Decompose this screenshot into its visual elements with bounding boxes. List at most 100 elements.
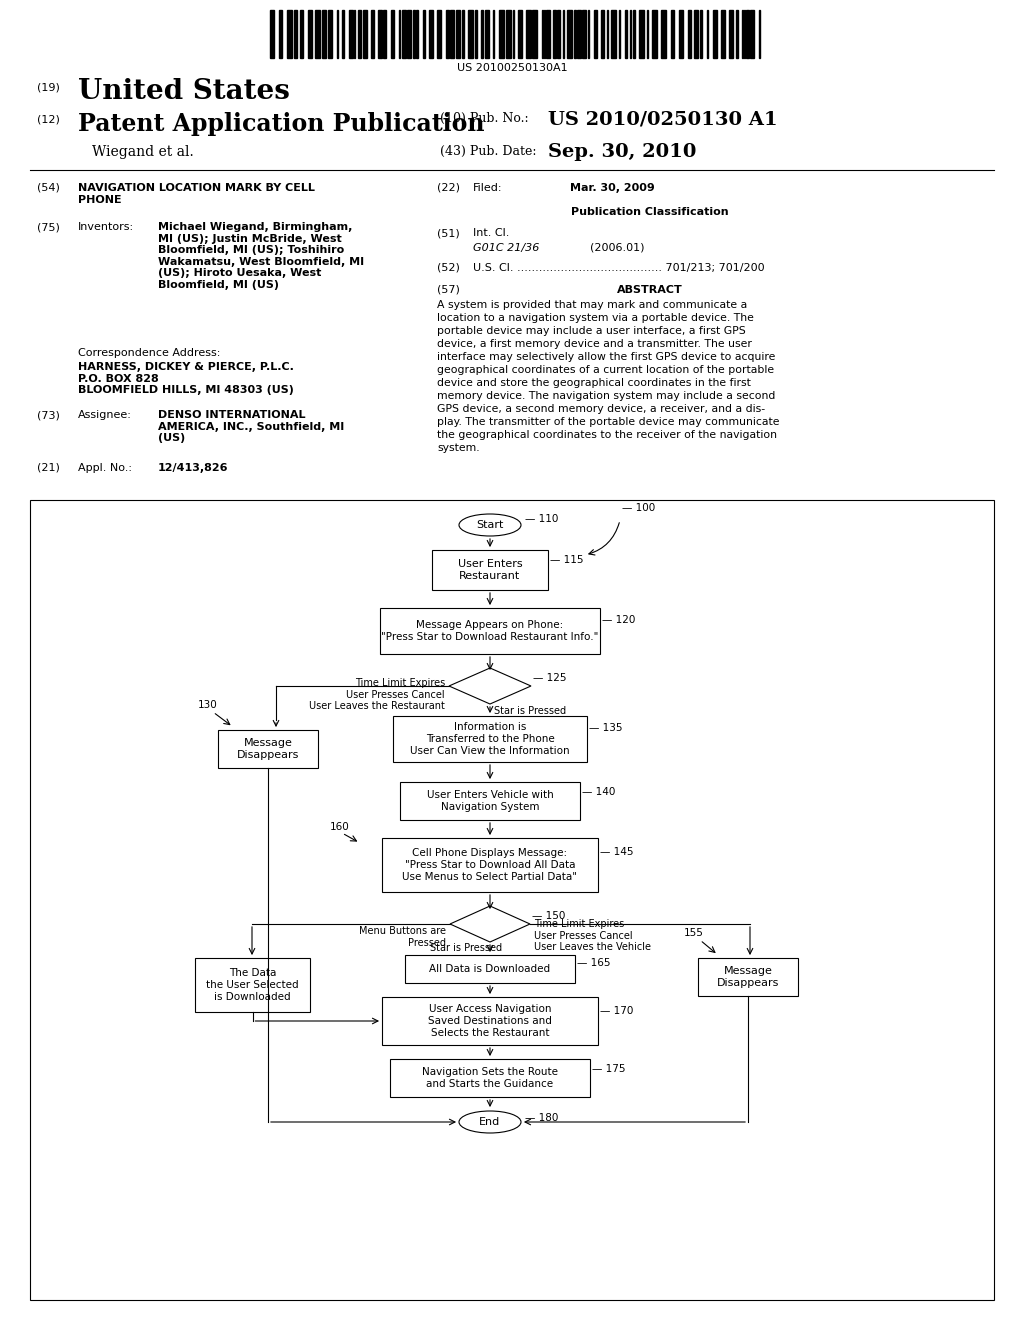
Text: United States: United States	[78, 78, 290, 106]
Text: A system is provided that may mark and communicate a: A system is provided that may mark and c…	[437, 300, 748, 310]
Bar	[287, 11, 292, 58]
Bar	[382, 997, 598, 1045]
Bar	[328, 11, 332, 58]
Bar	[371, 11, 374, 58]
Text: Star is Pressed: Star is Pressed	[494, 706, 566, 715]
Bar	[380, 609, 600, 653]
Text: Message
Disappears: Message Disappears	[717, 966, 779, 987]
Text: Correspondence Address:: Correspondence Address:	[78, 348, 220, 358]
Text: 155: 155	[684, 928, 703, 939]
Bar	[446, 11, 449, 58]
Text: User Access Navigation
Saved Destinations and
Selects the Restaurant: User Access Navigation Saved Destination…	[428, 1005, 552, 1038]
Polygon shape	[450, 906, 530, 942]
Bar	[462, 11, 464, 58]
Text: (10) Pub. No.:: (10) Pub. No.:	[440, 112, 528, 125]
Text: Cell Phone Displays Message:
"Press Star to Download All Data
Use Menus to Selec: Cell Phone Displays Message: "Press Star…	[402, 849, 578, 882]
Bar	[382, 838, 598, 892]
Bar	[300, 11, 303, 58]
Bar	[391, 11, 394, 58]
Text: User Enters Vehicle with
Navigation System: User Enters Vehicle with Navigation Syst…	[427, 791, 553, 812]
Bar	[546, 11, 550, 58]
Bar	[322, 11, 326, 58]
Text: GPS device, a second memory device, a receiver, and a dis-: GPS device, a second memory device, a re…	[437, 404, 765, 414]
Text: — 115: — 115	[550, 554, 584, 565]
Bar	[553, 11, 556, 58]
Bar	[633, 11, 635, 58]
Text: device, a first memory device and a transmitter. The user: device, a first memory device and a tran…	[437, 339, 752, 348]
Bar	[416, 11, 418, 58]
Bar	[308, 11, 312, 58]
Text: Message Appears on Phone:
"Press Star to Download Restaurant Info.": Message Appears on Phone: "Press Star to…	[381, 620, 599, 642]
Text: Patent Application Publication: Patent Application Publication	[78, 112, 484, 136]
Bar	[485, 11, 489, 58]
Text: location to a navigation system via a portable device. The: location to a navigation system via a po…	[437, 313, 754, 323]
Bar	[700, 11, 702, 58]
Text: — 170: — 170	[600, 1006, 634, 1016]
Text: Start: Start	[476, 520, 504, 531]
Bar	[294, 11, 297, 58]
Text: Mar. 30, 2009: Mar. 30, 2009	[570, 183, 654, 193]
Text: portable device may include a user interface, a first GPS: portable device may include a user inter…	[437, 326, 745, 337]
Text: Menu Buttons are
Pressed: Menu Buttons are Pressed	[359, 927, 446, 948]
Bar	[413, 11, 415, 58]
Bar	[746, 11, 749, 58]
Bar	[750, 11, 754, 58]
Text: Appl. No.:: Appl. No.:	[78, 463, 132, 473]
Bar	[601, 11, 604, 58]
Bar	[639, 11, 644, 58]
Text: Inventors:: Inventors:	[78, 222, 134, 232]
Text: — 100: — 100	[622, 503, 655, 513]
Text: — 110: — 110	[525, 513, 558, 524]
Bar	[342, 11, 344, 58]
Text: Time Limit Expires
User Presses Cancel
User Leaves the Vehicle: Time Limit Expires User Presses Cancel U…	[534, 919, 651, 952]
Bar	[499, 11, 504, 58]
Text: Michael Wiegand, Birmingham,
MI (US); Justin McBride, West
Bloomfield, MI (US); : Michael Wiegand, Birmingham, MI (US); Ju…	[158, 222, 365, 290]
Bar	[582, 11, 586, 58]
Bar	[611, 11, 616, 58]
Bar	[679, 11, 683, 58]
Text: US 2010/0250130 A1: US 2010/0250130 A1	[548, 110, 777, 128]
Text: U.S. Cl. ........................................ 701/213; 701/200: U.S. Cl. ...............................…	[473, 263, 765, 273]
Text: — 175: — 175	[592, 1064, 626, 1074]
Text: geographical coordinates of a current location of the portable: geographical coordinates of a current lo…	[437, 366, 774, 375]
Text: (51): (51)	[437, 228, 460, 238]
Text: — 120: — 120	[602, 615, 635, 624]
Bar	[671, 11, 674, 58]
Text: 160: 160	[330, 822, 350, 832]
Bar	[407, 11, 411, 58]
Text: 12/413,826: 12/413,826	[158, 463, 228, 473]
Bar	[393, 715, 587, 762]
Bar	[526, 11, 531, 58]
Text: interface may selectively allow the first GPS device to acquire: interface may selectively allow the firs…	[437, 352, 775, 362]
Bar	[625, 11, 627, 58]
Bar	[432, 550, 548, 590]
Bar	[456, 11, 460, 58]
Bar	[729, 11, 733, 58]
Text: — 180: — 180	[525, 1113, 558, 1123]
Text: the geographical coordinates to the receiver of the navigation: the geographical coordinates to the rece…	[437, 430, 777, 440]
Text: play. The transmitter of the portable device may communicate: play. The transmitter of the portable de…	[437, 417, 779, 426]
Text: device and store the geographical coordinates in the first: device and store the geographical coordi…	[437, 378, 751, 388]
Bar	[195, 958, 310, 1012]
Text: 130: 130	[198, 700, 218, 710]
Bar	[721, 11, 725, 58]
Bar	[402, 11, 406, 58]
Bar	[652, 11, 657, 58]
Text: — 125: — 125	[534, 673, 566, 682]
Text: (21): (21)	[37, 463, 59, 473]
Text: Filed:: Filed:	[473, 183, 503, 193]
Text: Star is Pressed: Star is Pressed	[430, 942, 502, 953]
Text: (2006.01): (2006.01)	[590, 243, 644, 253]
Text: (43) Pub. Date:: (43) Pub. Date:	[440, 145, 537, 158]
Bar	[279, 11, 282, 58]
Bar	[270, 11, 274, 58]
Bar	[506, 11, 511, 58]
Text: (22): (22)	[437, 183, 460, 193]
Bar	[736, 11, 738, 58]
Bar	[358, 11, 361, 58]
Bar	[481, 11, 483, 58]
Text: All Data is Downloaded: All Data is Downloaded	[429, 964, 551, 974]
Bar	[567, 11, 572, 58]
Text: User Enters
Restaurant: User Enters Restaurant	[458, 560, 522, 581]
Bar	[423, 11, 425, 58]
